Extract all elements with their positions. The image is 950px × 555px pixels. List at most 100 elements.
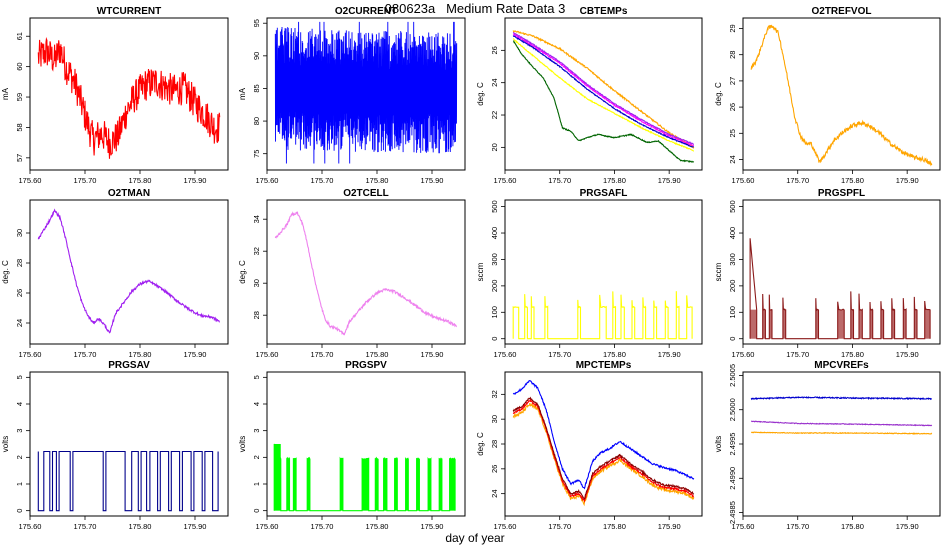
x-tick-label: 175.80: [129, 522, 152, 531]
figure-title: 080623a Medium Rate Data 3: [384, 1, 566, 16]
series-line: [512, 38, 695, 152]
x-tick-label: 175.60: [19, 522, 42, 531]
y-tick-label: 100: [728, 306, 737, 319]
y-tick-label: 400: [728, 227, 737, 240]
y-axis-label: deg. C: [1, 260, 10, 284]
y-tick-label: 0: [15, 509, 24, 513]
pulse-bar: [869, 309, 873, 339]
y-tick-label: 3: [252, 429, 261, 433]
panel-o2tcell: O2TCELL deg. C 175.60 175.70 175.80 175.90 28 3…: [238, 188, 466, 359]
x-tick-label: 175.60: [256, 350, 279, 359]
series-line: [512, 402, 695, 507]
y-tick-label: 32: [490, 390, 499, 398]
x-tick-label: 175.90: [658, 522, 681, 531]
x-tick-label: 175.90: [421, 350, 444, 359]
x-tick-label: 175.80: [841, 522, 864, 531]
x-tick-label: 175.90: [184, 522, 207, 531]
x-tick-label: 175.70: [74, 176, 97, 185]
plot-frame: [266, 199, 466, 345]
y-tick-label: 22: [490, 111, 499, 119]
panel-prgsav: PRGSAV volts 175.60 175.70 175.80 175.90 0 1 2 3 4…: [1, 360, 229, 531]
y-axis-label: mA: [238, 87, 247, 100]
series-line: [274, 21, 458, 164]
panel-title: PRGSPFL: [818, 188, 865, 199]
y-tick-label: 4: [15, 402, 24, 406]
y-tick-label: 500: [728, 200, 737, 213]
y-tick-label: 26: [728, 103, 737, 111]
y-axis-label: sccm: [476, 262, 485, 281]
x-tick-label: 175.70: [786, 176, 809, 185]
y-tick-label: 1: [15, 482, 24, 486]
x-tick-label: 175.80: [841, 350, 864, 359]
series-line: [37, 36, 221, 159]
panel-title: CBTEMPs: [580, 6, 628, 17]
x-tick-label: 175.60: [732, 350, 755, 359]
series-line: [512, 31, 695, 145]
panel-prgspfl: PRGSPFL sccm 175.60 175.70 175.80 175.90 0 100 2…: [714, 188, 941, 359]
series-line: [513, 33, 695, 147]
panel-prgspv: PRGSPV volts 175.60 175.70 175.80 175.90 0 1 2 3 4…: [238, 360, 466, 531]
plot-frame: [504, 199, 703, 345]
x-tick-label: 175.80: [366, 350, 389, 359]
plot-frame: [29, 17, 229, 171]
y-tick-label: 2.4985: [728, 501, 737, 524]
x-tick-label: 175.70: [548, 176, 571, 185]
pulse-bar: [880, 309, 884, 339]
pulse-bar: [859, 309, 863, 339]
y-tick-label: 4: [252, 402, 261, 406]
y-tick-label: 90: [252, 52, 261, 60]
series-line: [37, 208, 221, 334]
y-tick-label: 24: [728, 155, 737, 163]
x-tick-label: 175.70: [311, 522, 334, 531]
pulse-bar: [416, 458, 420, 511]
y-tick-label: 20: [490, 143, 499, 151]
y-tick-label: 0: [728, 337, 737, 341]
series-line: [512, 291, 693, 340]
panel-title: PRGSAV: [108, 360, 150, 371]
y-tick-label: 59: [15, 93, 24, 101]
y-tick-label: 28: [252, 311, 261, 319]
y-tick-label: 500: [490, 200, 499, 213]
panel-mpctemps: MPCTEMPs deg. C 175.60 175.70 175.80 175.90 24…: [476, 360, 703, 531]
x-tick-label: 175.70: [548, 522, 571, 531]
y-axis-label: volts: [238, 436, 247, 452]
panel-title: O2CURRENT: [335, 6, 397, 17]
pulse-bar: [837, 309, 845, 339]
series-line: [750, 24, 933, 167]
x-tick-label: 175.90: [421, 176, 444, 185]
panel-o2trefvol: O2TREFVOL deg. C 175.60 175.70 175.80 175.90 2…: [714, 6, 941, 185]
x-tick-label: 175.60: [256, 176, 279, 185]
y-tick-label: 24: [490, 489, 499, 497]
x-tick-label: 175.70: [311, 350, 334, 359]
y-tick-label: 30: [15, 229, 24, 237]
x-tick-label: 175.90: [184, 350, 207, 359]
y-tick-label: 300: [728, 253, 737, 266]
plot-frame: [504, 371, 703, 517]
pulse-bar: [914, 309, 918, 339]
pulse-bar: [782, 309, 786, 339]
pulse-bar: [924, 309, 931, 339]
y-tick-label: 2: [15, 455, 24, 459]
y-tick-label: 28: [15, 259, 24, 267]
x-tick-label: 175.70: [548, 350, 571, 359]
panel-o2tman: O2TMAN deg. C 175.60 175.70 175.80 175.90 24 26…: [1, 188, 229, 359]
pulse-bar: [362, 458, 369, 511]
x-tick-label: 175.80: [841, 176, 864, 185]
y-tick-label: 2.4995: [728, 433, 737, 456]
y-tick-label: 2.5005: [728, 364, 737, 387]
x-tick-label: 175.80: [366, 176, 389, 185]
pulse-bar: [850, 309, 854, 339]
plot-frame: [742, 371, 941, 517]
plot-frame: [29, 199, 229, 345]
y-axis-label: volts: [714, 436, 723, 452]
y-tick-label: 30: [252, 279, 261, 287]
y-axis-label: mA: [1, 87, 10, 100]
series-line: [512, 379, 695, 490]
x-tick-label: 175.90: [658, 350, 681, 359]
x-tick-label: 175.90: [658, 176, 681, 185]
y-tick-label: 80: [252, 117, 261, 125]
y-tick-label: 2.4990: [728, 467, 737, 490]
x-tick-label: 175.60: [732, 522, 755, 531]
panel-mpcvrefs: MPCVREFs volts 175.60 175.70 175.80 175.90 2.4…: [714, 360, 941, 531]
y-axis-label: deg. C: [476, 432, 485, 456]
